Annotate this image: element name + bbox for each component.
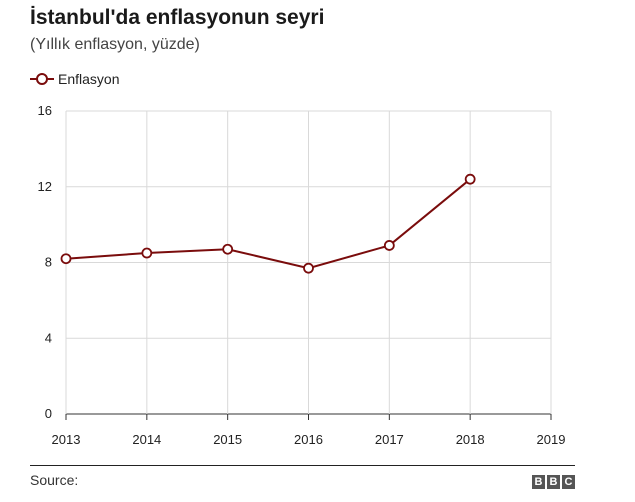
bbc-logo: B B C	[532, 475, 575, 489]
axis-layer: 0 4 8 12 16 2013 2014 2015 2016 2017 2018 2019	[38, 103, 566, 447]
x-tick-label: 2019	[537, 432, 566, 447]
legend: Enflasyon	[30, 68, 119, 90]
x-tick-label: 2014	[132, 432, 161, 447]
x-tick-label: 2015	[213, 432, 242, 447]
y-tick-label: 0	[45, 406, 52, 421]
grid-layer	[65, 110, 552, 415]
bbc-logo-letter: B	[547, 475, 560, 489]
data-point-2016	[303, 262, 314, 274]
y-tick-label: 16	[38, 103, 52, 118]
chart-subtitle: (Yıllık enflasyon, yüzde)	[30, 36, 200, 53]
x-tick-label: 2017	[375, 432, 404, 447]
legend-label: Enflasyon	[58, 71, 120, 87]
line-chart: 0 4 8 12 16 2013 2014 2015 2016 2017 2018 2019	[38, 103, 566, 447]
series-layer	[60, 173, 476, 274]
data-point-2018	[464, 173, 476, 185]
x-tick-label: 2016	[294, 432, 323, 447]
series-line-enflasyon	[65, 178, 471, 270]
footer-divider	[30, 465, 575, 466]
data-point-2015	[222, 243, 234, 255]
bbc-logo-letter: C	[562, 475, 575, 489]
legend-marker-icon	[30, 73, 54, 85]
bbc-logo-letter: B	[532, 475, 545, 489]
data-point-2013	[60, 253, 72, 265]
data-point-2017	[383, 240, 395, 251]
x-tick-label: 2013	[52, 432, 81, 447]
data-point-2014	[141, 247, 153, 259]
y-tick-label: 12	[38, 179, 52, 194]
x-tick-label: 2018	[456, 432, 485, 447]
y-tick-label: 4	[45, 330, 52, 345]
y-tick-label: 8	[45, 255, 52, 270]
chart-title: İstanbul'da enflasyonun seyri	[30, 6, 325, 29]
source-label: Source:	[30, 472, 79, 488]
